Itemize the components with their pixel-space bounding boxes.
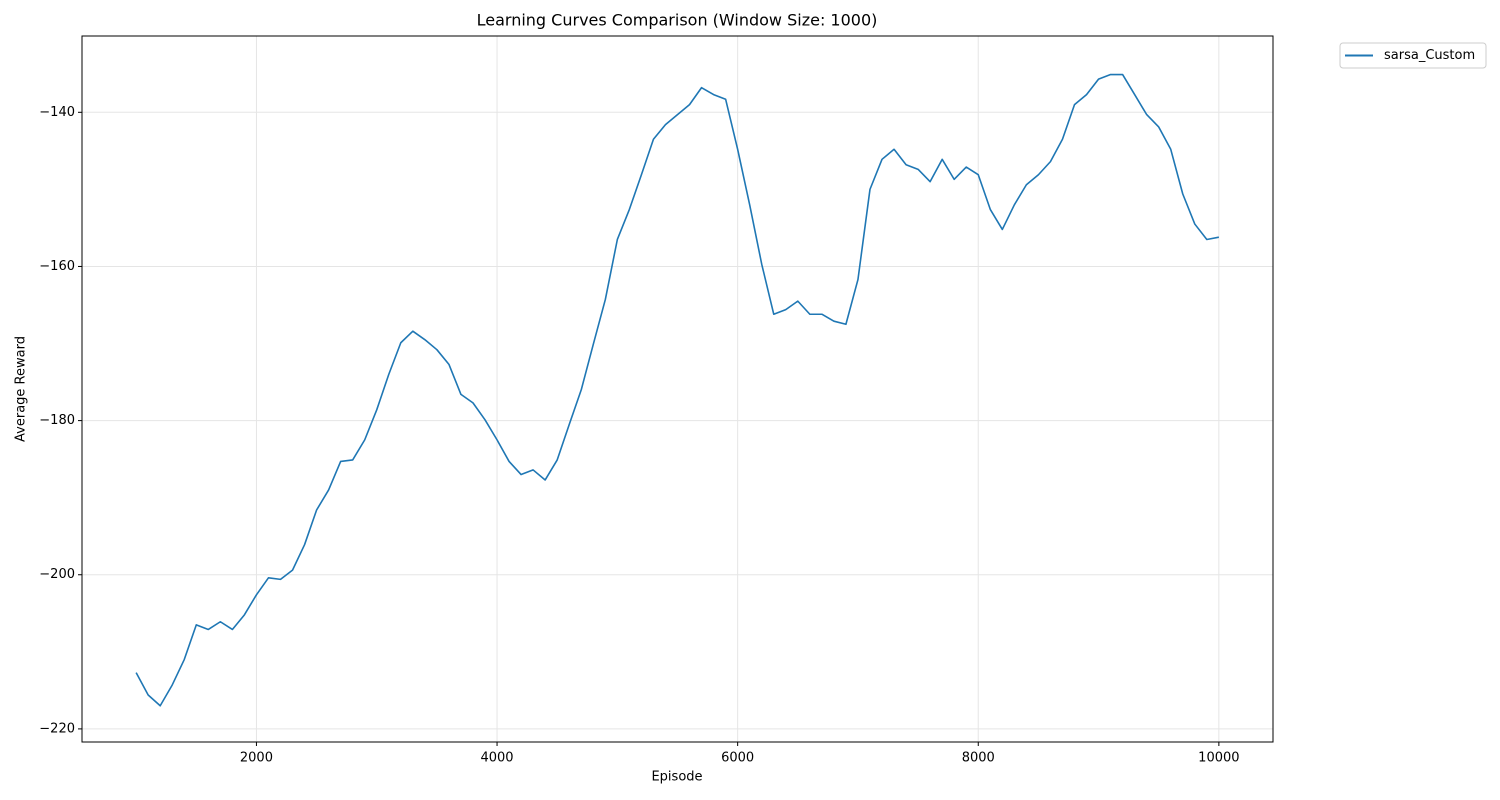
x-tick-label: 6000 bbox=[721, 751, 754, 766]
y-tick-label: −160 bbox=[39, 259, 75, 274]
data-line bbox=[135, 73, 1220, 707]
x-tick-label: 4000 bbox=[480, 751, 513, 766]
legend-box bbox=[1339, 42, 1487, 69]
x-tick-label: 8000 bbox=[962, 751, 995, 766]
y-tick-label: −220 bbox=[39, 721, 75, 736]
chart-title: Learning Curves Comparison (Window Size:… bbox=[477, 11, 878, 30]
y-tick-label: −180 bbox=[39, 413, 75, 428]
legend-label: sarsa_Custom bbox=[1384, 48, 1475, 63]
x-tick-label: 2000 bbox=[240, 751, 273, 766]
plot-frame bbox=[81, 35, 1274, 743]
y-tick-label: −200 bbox=[39, 567, 75, 582]
y-tick-label: −140 bbox=[39, 105, 75, 120]
x-tick-label: 10000 bbox=[1198, 751, 1239, 766]
y-axis-label: Average Reward bbox=[14, 336, 29, 442]
x-axis-label: Episode bbox=[651, 770, 702, 785]
